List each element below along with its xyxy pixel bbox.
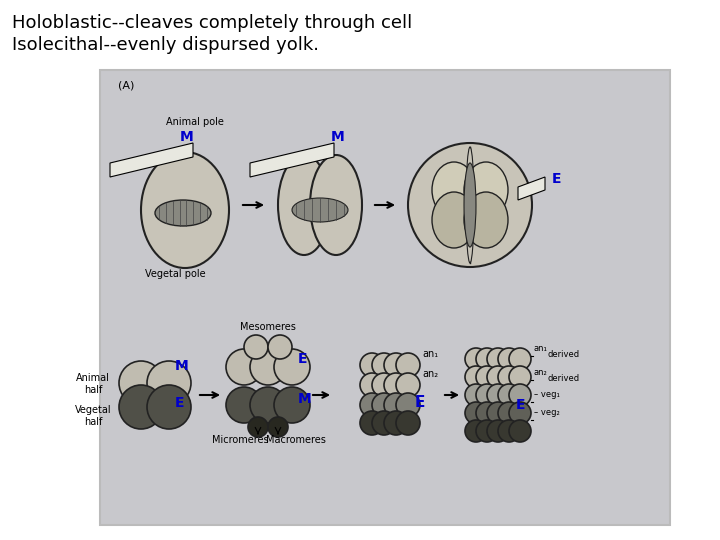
Ellipse shape — [476, 420, 498, 442]
Ellipse shape — [465, 366, 487, 388]
Ellipse shape — [274, 349, 310, 385]
Ellipse shape — [268, 417, 288, 437]
Text: Isolecithal--evenly dispursed yolk.: Isolecithal--evenly dispursed yolk. — [12, 36, 319, 54]
Ellipse shape — [465, 384, 487, 406]
Ellipse shape — [476, 348, 498, 370]
Text: E: E — [552, 172, 562, 186]
Text: Animal pole: Animal pole — [166, 117, 224, 127]
Ellipse shape — [360, 393, 384, 417]
Text: derived: derived — [548, 374, 580, 383]
Ellipse shape — [292, 198, 348, 222]
Text: derived: derived — [548, 350, 580, 359]
Ellipse shape — [396, 411, 420, 435]
Ellipse shape — [250, 387, 286, 423]
Ellipse shape — [384, 353, 408, 377]
Ellipse shape — [396, 353, 420, 377]
Ellipse shape — [372, 411, 396, 435]
Text: Vegetal
half: Vegetal half — [75, 405, 112, 427]
Ellipse shape — [464, 162, 508, 218]
Ellipse shape — [372, 373, 396, 397]
Ellipse shape — [487, 384, 509, 406]
Ellipse shape — [310, 155, 362, 255]
Ellipse shape — [384, 393, 408, 417]
Ellipse shape — [498, 348, 520, 370]
Ellipse shape — [498, 402, 520, 424]
Ellipse shape — [476, 384, 498, 406]
Ellipse shape — [432, 192, 476, 248]
Text: Micromeres: Micromeres — [212, 435, 269, 445]
Ellipse shape — [509, 402, 531, 424]
Text: Vegetal pole: Vegetal pole — [145, 269, 205, 279]
Ellipse shape — [498, 366, 520, 388]
Ellipse shape — [155, 200, 211, 226]
Text: an₂: an₂ — [422, 369, 438, 379]
Text: M: M — [298, 392, 312, 406]
Ellipse shape — [464, 192, 508, 248]
Text: an₂: an₂ — [534, 368, 548, 377]
Text: E: E — [298, 352, 307, 366]
Text: E: E — [516, 398, 526, 412]
Ellipse shape — [476, 402, 498, 424]
Ellipse shape — [465, 348, 487, 370]
Ellipse shape — [498, 420, 520, 442]
Text: M: M — [180, 130, 194, 144]
Ellipse shape — [268, 335, 292, 359]
Text: (A): (A) — [118, 80, 135, 90]
Ellipse shape — [384, 411, 408, 435]
Text: an₁: an₁ — [422, 349, 438, 359]
Ellipse shape — [360, 411, 384, 435]
Ellipse shape — [372, 353, 396, 377]
Ellipse shape — [360, 373, 384, 397]
Ellipse shape — [487, 402, 509, 424]
Ellipse shape — [396, 373, 420, 397]
Ellipse shape — [147, 361, 191, 405]
Ellipse shape — [226, 387, 262, 423]
Ellipse shape — [487, 348, 509, 370]
Ellipse shape — [147, 385, 191, 429]
Bar — [100, 70, 670, 525]
Ellipse shape — [465, 402, 487, 424]
Text: Mesomeres: Mesomeres — [240, 322, 296, 332]
Ellipse shape — [119, 385, 163, 429]
Text: an₁: an₁ — [534, 344, 548, 353]
Ellipse shape — [141, 152, 229, 268]
Text: – veg₂: – veg₂ — [534, 408, 559, 417]
Text: M: M — [175, 359, 189, 373]
Polygon shape — [110, 143, 193, 177]
Ellipse shape — [498, 384, 520, 406]
Text: Animal
half: Animal half — [76, 373, 110, 395]
Text: M: M — [331, 130, 345, 144]
Text: E: E — [175, 396, 184, 410]
Ellipse shape — [384, 373, 408, 397]
Ellipse shape — [408, 143, 532, 267]
Text: – veg₁: – veg₁ — [534, 390, 560, 399]
Ellipse shape — [464, 163, 476, 247]
Polygon shape — [250, 143, 334, 177]
Ellipse shape — [278, 155, 330, 255]
Ellipse shape — [487, 420, 509, 442]
Ellipse shape — [396, 393, 420, 417]
Ellipse shape — [119, 361, 163, 405]
Ellipse shape — [248, 417, 268, 437]
Ellipse shape — [465, 420, 487, 442]
Ellipse shape — [487, 366, 509, 388]
Text: E: E — [415, 395, 426, 410]
Ellipse shape — [509, 348, 531, 370]
Ellipse shape — [360, 353, 384, 377]
Ellipse shape — [509, 420, 531, 442]
Ellipse shape — [250, 349, 286, 385]
Ellipse shape — [476, 366, 498, 388]
Ellipse shape — [372, 393, 396, 417]
Text: Holoblastic--cleaves completely through cell: Holoblastic--cleaves completely through … — [12, 14, 413, 32]
Ellipse shape — [274, 387, 310, 423]
Polygon shape — [518, 177, 545, 200]
Ellipse shape — [226, 349, 262, 385]
Ellipse shape — [244, 335, 268, 359]
Ellipse shape — [509, 366, 531, 388]
Ellipse shape — [432, 162, 476, 218]
Ellipse shape — [466, 147, 474, 263]
Text: Macromeres: Macromeres — [266, 435, 326, 445]
Ellipse shape — [509, 384, 531, 406]
